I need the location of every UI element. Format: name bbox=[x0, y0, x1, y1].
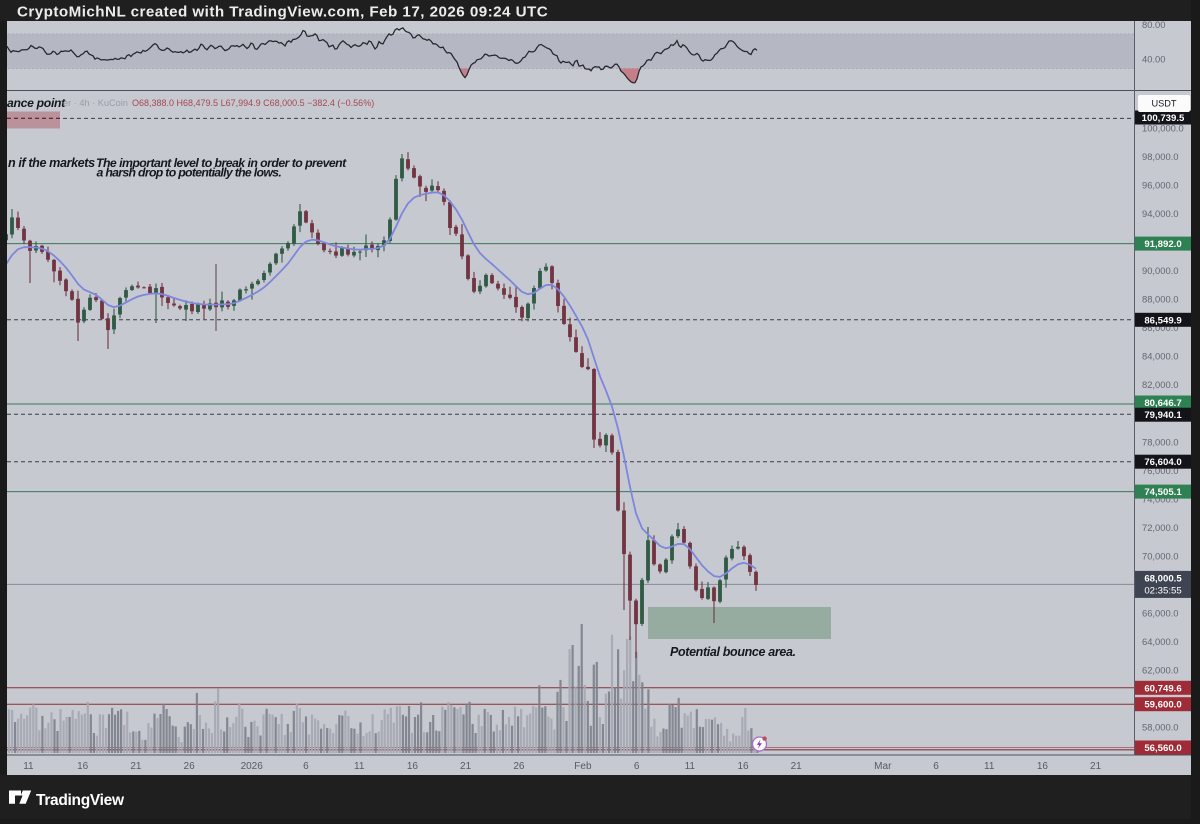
svg-text:60,749.6: 60,749.6 bbox=[1144, 683, 1181, 694]
svg-text:40.00: 40.00 bbox=[1142, 54, 1165, 65]
svg-text:66,000.0: 66,000.0 bbox=[1142, 607, 1179, 618]
svg-text:11: 11 bbox=[23, 761, 34, 772]
svg-text:er · 4h · KuCoin: er · 4h · KuCoin bbox=[63, 98, 128, 108]
svg-text:ance point: ance point bbox=[7, 96, 66, 110]
svg-text:59,600.0: 59,600.0 bbox=[1144, 700, 1181, 711]
svg-text:70,000.0: 70,000.0 bbox=[1142, 550, 1179, 561]
svg-text:80,646.7: 80,646.7 bbox=[1144, 398, 1181, 409]
svg-text:100,000.0: 100,000.0 bbox=[1142, 123, 1184, 134]
svg-text:88,000.0: 88,000.0 bbox=[1142, 294, 1179, 305]
svg-text:26: 26 bbox=[184, 761, 196, 772]
svg-text:56,560.0: 56,560.0 bbox=[1144, 743, 1181, 754]
svg-text:21: 21 bbox=[791, 761, 803, 772]
svg-text:76,000.0: 76,000.0 bbox=[1142, 465, 1179, 476]
svg-text:n if the markets: n if the markets bbox=[8, 156, 95, 170]
svg-text:82,000.0: 82,000.0 bbox=[1142, 379, 1179, 390]
svg-text:11: 11 bbox=[984, 761, 995, 772]
svg-text:74,000.0: 74,000.0 bbox=[1142, 493, 1179, 504]
svg-text:Mar: Mar bbox=[874, 761, 892, 772]
svg-text:O68,388.0 H68,479.5 L67,994.9: O68,388.0 H68,479.5 L67,994.9 C68,000.5 … bbox=[132, 98, 374, 108]
svg-text:94,000.0: 94,000.0 bbox=[1142, 208, 1179, 219]
svg-text:6: 6 bbox=[303, 761, 309, 772]
svg-text:16: 16 bbox=[737, 761, 749, 772]
svg-text:86,000.0: 86,000.0 bbox=[1142, 322, 1179, 333]
svg-text:80.00: 80.00 bbox=[1142, 19, 1165, 30]
svg-text:The important level to break i: The important level to break in order to… bbox=[96, 156, 347, 170]
svg-text:21: 21 bbox=[1090, 761, 1102, 772]
svg-text:76,604.0: 76,604.0 bbox=[1144, 457, 1181, 468]
svg-text:98,000.0: 98,000.0 bbox=[1142, 151, 1179, 162]
svg-text:68,000.5: 68,000.5 bbox=[1144, 573, 1182, 584]
svg-text:USDT: USDT bbox=[1151, 99, 1176, 109]
svg-text:72,000.0: 72,000.0 bbox=[1142, 522, 1179, 533]
svg-text:11: 11 bbox=[354, 761, 365, 772]
svg-text:26: 26 bbox=[513, 761, 525, 772]
svg-text:62,000.0: 62,000.0 bbox=[1142, 665, 1179, 676]
svg-text:Feb: Feb bbox=[574, 761, 592, 772]
svg-text:78,000.0: 78,000.0 bbox=[1142, 436, 1179, 447]
svg-text:CryptoMichNL created with Trad: CryptoMichNL created with TradingView.co… bbox=[17, 4, 548, 21]
svg-text:21: 21 bbox=[130, 761, 142, 772]
svg-text:90,000.0: 90,000.0 bbox=[1142, 265, 1179, 276]
svg-text:16: 16 bbox=[1037, 761, 1049, 772]
svg-text:16: 16 bbox=[407, 761, 419, 772]
svg-text:74,505.1: 74,505.1 bbox=[1144, 487, 1182, 498]
svg-text:6: 6 bbox=[933, 761, 939, 772]
svg-text:96,000.0: 96,000.0 bbox=[1142, 180, 1179, 191]
svg-text:02:35:55: 02:35:55 bbox=[1144, 585, 1181, 596]
svg-text:79,940.1: 79,940.1 bbox=[1144, 410, 1182, 421]
svg-text:2026: 2026 bbox=[241, 761, 264, 772]
svg-text:91,892.0: 91,892.0 bbox=[1144, 239, 1181, 250]
svg-text:21: 21 bbox=[460, 761, 472, 772]
svg-text:16: 16 bbox=[77, 761, 89, 772]
svg-text:100,739.5: 100,739.5 bbox=[1142, 113, 1185, 124]
svg-text:84,000.0: 84,000.0 bbox=[1142, 351, 1179, 362]
svg-text:11: 11 bbox=[685, 761, 696, 772]
svg-text:Potential bounce area.: Potential bounce area. bbox=[670, 645, 796, 659]
svg-text:TradingView: TradingView bbox=[36, 792, 125, 809]
svg-text:58,000.0: 58,000.0 bbox=[1142, 722, 1179, 733]
svg-text:64,000.0: 64,000.0 bbox=[1142, 636, 1179, 647]
svg-text:6: 6 bbox=[634, 761, 640, 772]
svg-text:86,549.9: 86,549.9 bbox=[1144, 315, 1181, 326]
svg-text:a harsh drop to potentially th: a harsh drop to potentially the lows. bbox=[97, 166, 282, 180]
